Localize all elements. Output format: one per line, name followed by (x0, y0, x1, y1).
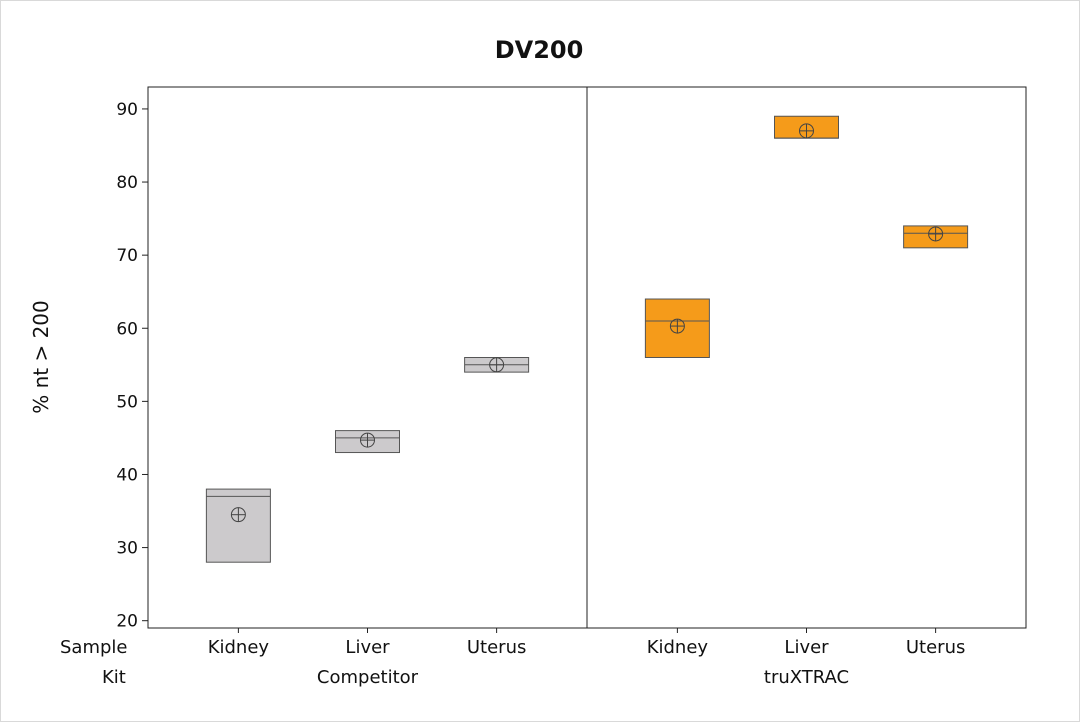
y-tick-label: 50 (116, 392, 138, 412)
sample-label: Kidney (647, 637, 709, 658)
kit-label: truXTRAC (764, 667, 849, 688)
y-tick-label: 80 (116, 173, 138, 193)
chart-title: DV200 (495, 36, 584, 64)
y-tick-label: 30 (116, 539, 138, 559)
y-tick-label: 60 (116, 319, 138, 339)
y-tick-label: 20 (116, 612, 138, 632)
sample-label: Kidney (208, 637, 270, 658)
y-tick-label: 40 (116, 465, 138, 485)
sample-label: Liver (345, 637, 390, 658)
sample-label: Liver (784, 637, 829, 658)
kit-label: Competitor (317, 667, 419, 688)
plot-area: 20 30 40 50 60 70 80 90 Kidney Liver Uterus Competi… (116, 86, 1027, 688)
sample-row-label: Sample (60, 637, 128, 658)
box-competitor-kidney (205, 488, 271, 563)
y-axis-label: % nt > 200 (29, 300, 53, 414)
kit-row-label: Kit (102, 667, 126, 688)
sample-label: Uterus (906, 637, 966, 658)
y-tick-label: 90 (116, 100, 138, 120)
sample-label: Uterus (467, 637, 527, 658)
y-tick-label: 70 (116, 246, 138, 266)
